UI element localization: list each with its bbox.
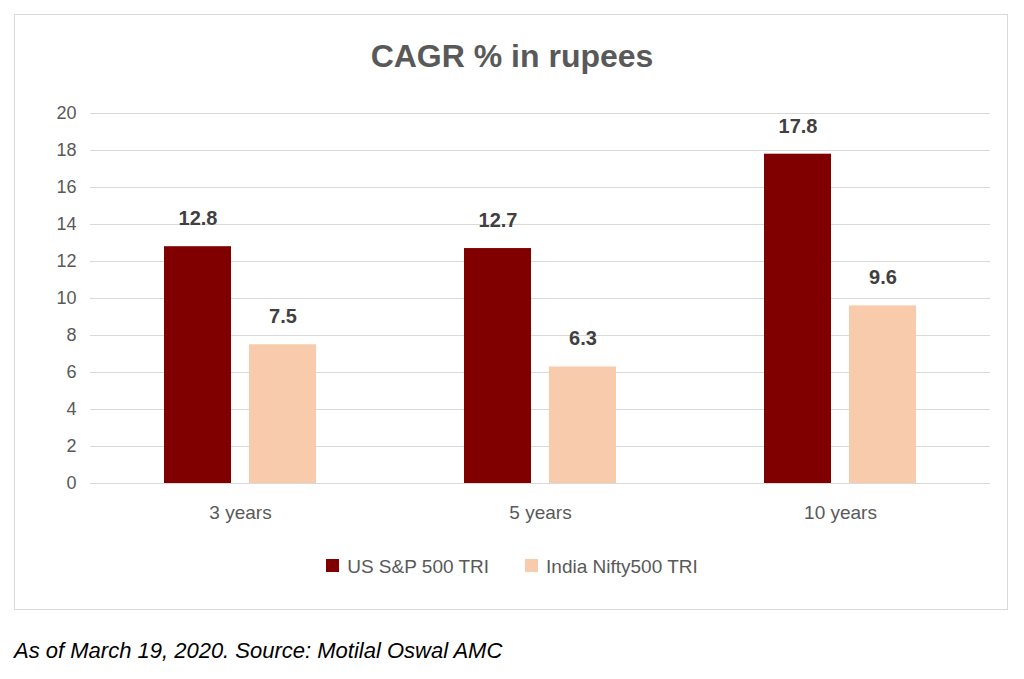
svg-text:6.3: 6.3 <box>569 327 597 349</box>
svg-text:2: 2 <box>66 436 76 456</box>
svg-text:3 years: 3 years <box>209 502 271 523</box>
svg-text:10: 10 <box>56 288 76 308</box>
html-text:India Nifty500 TRI: India Nifty500 TRI <box>546 556 698 577</box>
html-text:As of March 19, 2020. Source:: As of March 19, 2020. Source: Motilal Os… <box>14 638 503 663</box>
svg-text:12: 12 <box>56 251 76 271</box>
svg-text:0: 0 <box>66 473 76 493</box>
svg-text:16: 16 <box>56 177 76 197</box>
svg-text:17.8: 17.8 <box>779 115 818 137</box>
svg-text:4: 4 <box>66 399 76 419</box>
svg-text:12.8: 12.8 <box>179 207 218 229</box>
svg-text:18: 18 <box>56 140 76 160</box>
svg-text:8: 8 <box>66 325 76 345</box>
svg-text:20: 20 <box>56 103 76 123</box>
html-text:US S&P 500 TRI: US S&P 500 TRI <box>347 556 490 577</box>
svg-text:10 years: 10 years <box>804 502 877 523</box>
html-text:CAGR % in rupees: CAGR % in rupees <box>370 38 654 74</box>
svg-text:14: 14 <box>56 214 76 234</box>
svg-text:5 years: 5 years <box>509 502 571 523</box>
svg-text:6: 6 <box>66 362 76 382</box>
svg-text:9.6: 9.6 <box>869 266 897 288</box>
svg-text:12.7: 12.7 <box>479 209 518 231</box>
svg-text:7.5: 7.5 <box>269 305 297 327</box>
